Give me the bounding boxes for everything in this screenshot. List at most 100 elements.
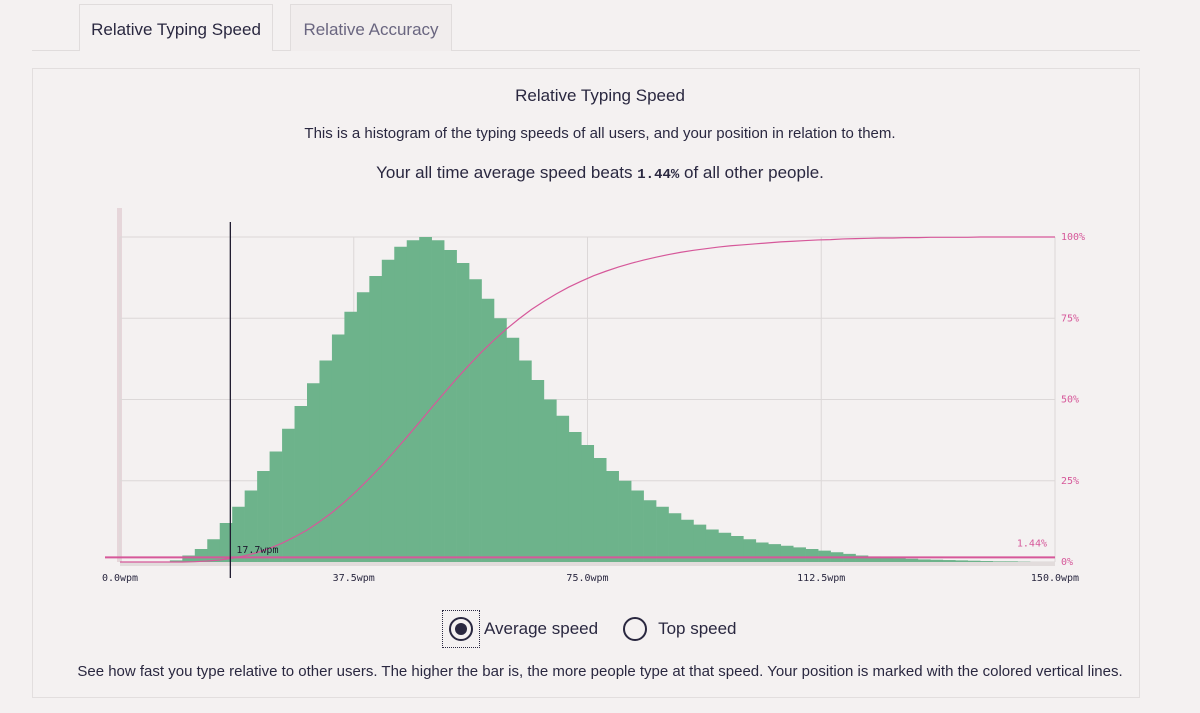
histogram-bar — [892, 558, 906, 562]
histogram-bar — [743, 539, 757, 562]
histogram-bar — [718, 532, 732, 562]
histogram-bar — [793, 547, 806, 562]
histogram-bar — [581, 445, 595, 562]
x-tick-label: 0.0wpm — [102, 573, 138, 584]
panel-title: Relative Typing Speed — [515, 86, 685, 105]
histogram-bar — [768, 544, 782, 562]
histogram-bar — [631, 490, 644, 562]
y2-tick-label: 50% — [1061, 395, 1079, 406]
histogram-bar — [494, 318, 507, 562]
histogram-bar — [506, 337, 520, 562]
histogram-bar — [406, 240, 420, 562]
histogram-bar — [307, 383, 320, 562]
radio-button — [449, 617, 473, 641]
histogram-bar — [980, 561, 993, 562]
histogram-bar — [618, 480, 632, 562]
radio-focus — [616, 610, 654, 648]
footer-note: See how fast you type relative to other … — [77, 663, 1123, 680]
histogram-bar — [207, 539, 221, 562]
radio-focus — [442, 610, 480, 648]
histogram-bar — [818, 550, 831, 562]
histogram-bar — [444, 250, 457, 562]
speed-marker-label: 17.7wpm — [236, 545, 278, 556]
histogram-bar — [419, 237, 432, 562]
radio-button — [623, 617, 648, 641]
histogram-bar — [356, 292, 370, 562]
histogram-bar — [556, 415, 570, 562]
histogram-bar — [668, 513, 682, 562]
histogram-bar — [381, 259, 395, 562]
radio-label: Average speed — [484, 619, 599, 638]
histogram-bar — [469, 279, 482, 562]
histogram-bar — [344, 311, 358, 562]
radio-option[interactable]: Top speed — [616, 610, 737, 648]
histogram-bar — [269, 451, 283, 562]
histogram-bar — [169, 560, 183, 562]
histogram-bar — [942, 560, 956, 562]
tab[interactable]: Relative Typing Speed — [79, 4, 273, 51]
histogram-bar — [1005, 561, 1018, 562]
histogram-bar — [730, 536, 744, 562]
speed-options: Average speed Top speed — [442, 610, 755, 648]
histogram-bar — [930, 559, 944, 562]
panel — [32, 68, 1140, 698]
histogram-bar — [568, 432, 582, 562]
histogram-bar — [955, 560, 969, 562]
y2-tick-label: 100% — [1061, 232, 1085, 243]
histogram-bar — [431, 240, 445, 562]
histogram-bar — [917, 559, 931, 562]
x-tick-label: 37.5wpm — [333, 573, 375, 584]
histogram-bar — [905, 558, 919, 562]
histogram-bar — [194, 549, 208, 562]
x-tick-label: 150.0wpm — [1031, 573, 1079, 584]
histogram-bar — [681, 519, 694, 562]
histogram-bar — [705, 529, 719, 562]
histogram-bar — [456, 263, 470, 562]
summary: Your all time average speed beats 1.44% … — [0, 163, 1200, 183]
y2-tick-label: 25% — [1061, 476, 1079, 487]
histogram-bar — [518, 360, 532, 562]
histogram-bar — [369, 276, 383, 562]
histogram-bar — [394, 246, 408, 562]
x-tick-label: 112.5wpm — [797, 573, 845, 584]
histogram-bar — [244, 490, 258, 562]
histogram-bar — [656, 506, 669, 562]
histogram-bar — [219, 523, 233, 562]
y2-tick-label: 75% — [1061, 313, 1079, 324]
histogram-bar — [755, 542, 769, 562]
histogram-bar — [531, 380, 545, 562]
description: This is a histogram of the typing speeds… — [304, 125, 896, 142]
histogram-bar — [331, 334, 345, 562]
radio-option[interactable]: Average speed — [442, 610, 598, 648]
histogram-bar — [481, 298, 495, 562]
histogram-bar — [855, 555, 869, 562]
histogram-bar — [319, 360, 333, 562]
summary-value: 1.44% — [637, 167, 680, 183]
y2-tick-label: 0% — [1061, 557, 1073, 568]
histogram-bar — [593, 458, 607, 562]
summary-suffix: of all other people. — [684, 163, 824, 182]
histogram-bar — [182, 555, 196, 562]
x-tick-label: 75.0wpm — [566, 573, 608, 584]
histogram-bar — [992, 561, 1006, 562]
histogram-bar — [232, 506, 245, 562]
histogram-bar — [294, 406, 308, 562]
baseline-band — [120, 562, 1055, 566]
chart: 0% 25% 50% 75% 100% 0.0wpm 37.5wpm 75.0wpm 112.5… — [102, 208, 1085, 584]
histogram-bar — [805, 549, 819, 562]
histogram-bar — [282, 428, 295, 562]
histogram-bar — [606, 471, 619, 562]
histogram-bar — [643, 500, 657, 562]
histogram-bar — [868, 556, 881, 562]
tab-bar-line — [32, 50, 1140, 51]
radio-label: Top speed — [658, 619, 737, 638]
percentile-label: 1.44% — [1017, 538, 1047, 549]
histogram-bar — [780, 545, 794, 562]
histogram-bar — [543, 399, 557, 562]
summary-prefix: Your all time average speed beats — [376, 163, 633, 182]
histogram-bar — [257, 471, 270, 562]
cumulative-line — [120, 236, 1055, 563]
histogram-bar — [967, 560, 981, 562]
tab[interactable]: Relative Accuracy — [290, 4, 452, 51]
